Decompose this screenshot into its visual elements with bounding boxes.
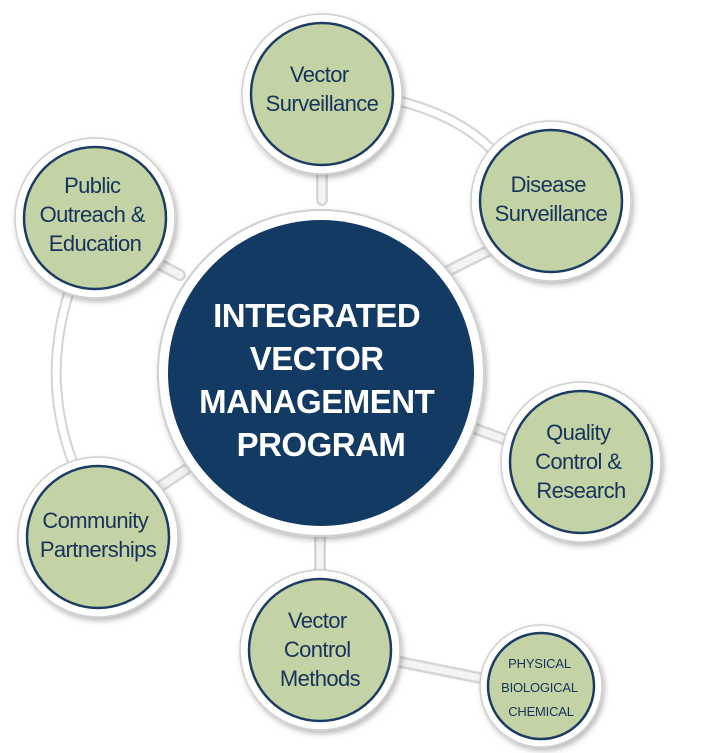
node-label: Public Outreach & Education bbox=[40, 173, 151, 256]
node-disease-surveillance: Disease Surveillance bbox=[470, 120, 632, 282]
node-line: Surveillance bbox=[495, 201, 608, 226]
node-line: Community bbox=[42, 508, 148, 533]
node-circle bbox=[508, 389, 654, 535]
arc-outreach-to-community-inner bbox=[52, 271, 84, 484]
center-circle bbox=[168, 220, 474, 526]
node-label: Disease Surveillance bbox=[495, 172, 608, 226]
node-line: Vector bbox=[290, 62, 349, 87]
center-line-4: PROGRAM bbox=[237, 426, 406, 463]
node-line: Control bbox=[284, 637, 351, 662]
node-label: Community Partnerships bbox=[40, 508, 157, 562]
node-public-outreach: Public Outreach & Education bbox=[14, 137, 176, 299]
node-line: Research bbox=[536, 478, 625, 503]
node-line: Outreach & bbox=[40, 202, 146, 227]
node-line: Public bbox=[64, 173, 121, 198]
node-vector-surveillance: Vector Surveillance bbox=[241, 13, 403, 175]
node-circle bbox=[25, 464, 171, 610]
node-vector-control-methods: Vector Control Methods bbox=[239, 569, 401, 731]
node-label: PHYSICAL BIOLOGICAL CHEMICAL bbox=[501, 656, 581, 719]
center-line-1: INTEGRATED bbox=[213, 297, 420, 334]
node-line: Control & bbox=[535, 449, 622, 474]
node-line: Partnerships bbox=[40, 537, 157, 562]
node-circle bbox=[22, 145, 168, 291]
node-line: Education bbox=[49, 231, 141, 256]
spoke-inner-7 bbox=[386, 656, 494, 684]
node-line: Quality bbox=[546, 420, 611, 445]
node-circle bbox=[478, 128, 624, 274]
node-label: Quality Control & Research bbox=[535, 420, 627, 503]
node-circle bbox=[247, 577, 393, 723]
node-quality-control: Quality Control & Research bbox=[500, 381, 662, 543]
center-title: INTEGRATED VECTOR MANAGEMENT PROGRAM bbox=[199, 297, 443, 463]
center-node: INTEGRATED VECTOR MANAGEMENT PROGRAM bbox=[157, 209, 485, 537]
node-line: PHYSICAL bbox=[508, 656, 571, 671]
node-line: Surveillance bbox=[266, 91, 379, 116]
node-community-partnerships: Community Partnerships bbox=[17, 456, 179, 618]
node-line: Vector bbox=[288, 608, 347, 633]
node-line: Disease bbox=[511, 172, 587, 197]
node-line: Methods bbox=[280, 666, 361, 691]
node-label: Vector Surveillance bbox=[266, 62, 379, 116]
node-circle bbox=[486, 631, 596, 741]
node-line: BIOLOGICAL bbox=[501, 680, 578, 695]
center-line-3: MANAGEMENT bbox=[199, 383, 434, 420]
node-label: Vector Control Methods bbox=[280, 608, 361, 691]
node-circle bbox=[249, 21, 395, 167]
node-line: CHEMICAL bbox=[508, 704, 574, 719]
center-line-2: VECTOR bbox=[250, 340, 385, 377]
node-methods-types: PHYSICAL BIOLOGICAL CHEMICAL bbox=[479, 624, 603, 748]
